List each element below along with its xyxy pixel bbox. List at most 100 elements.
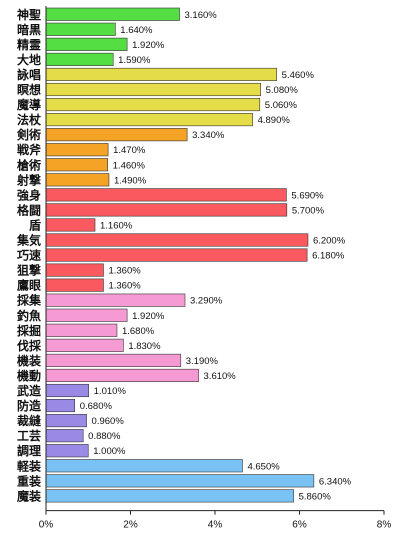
value-label: 3.190% — [186, 356, 219, 367]
bar — [45, 414, 87, 428]
bar — [45, 173, 110, 187]
value-label: 0.880% — [88, 431, 121, 442]
category-label: 狙撃 — [17, 263, 41, 278]
value-label: 3.610% — [204, 371, 237, 382]
bar — [45, 368, 199, 383]
bar — [45, 353, 182, 367]
category-label: 鷹眼 — [17, 278, 41, 293]
category-label: 瞑想 — [17, 82, 41, 97]
x-axis: 0% 2% 4% 6% 8% — [39, 6, 392, 531]
value-label: 6.200% — [313, 236, 346, 247]
category-label: 精霊 — [17, 37, 41, 52]
bar — [45, 308, 128, 322]
bar — [45, 398, 76, 413]
category-label: 槍術 — [17, 157, 41, 172]
x-tick-label: 4% — [208, 520, 223, 531]
bar — [45, 278, 104, 292]
value-label: 0.960% — [92, 416, 125, 427]
value-label: 1.360% — [108, 281, 141, 292]
category-label: 射撃 — [16, 172, 41, 187]
bar — [45, 218, 96, 232]
x-tick-label: 0% — [39, 520, 54, 531]
bar — [45, 98, 261, 112]
bar — [45, 338, 124, 352]
value-label: 1.490% — [114, 175, 147, 186]
bar — [45, 82, 261, 97]
category-label: 戦斧 — [17, 142, 42, 157]
category-label: 大地 — [17, 52, 41, 67]
bar — [45, 248, 308, 262]
category-label: 裁縫 — [17, 413, 42, 428]
value-label: 1.920% — [132, 40, 165, 51]
bar — [45, 188, 287, 202]
value-label: 5.080% — [266, 85, 299, 96]
bar — [45, 489, 294, 503]
bars-layer: 神聖 3.160% 暗黒 1.640% 精霊 1.920% 大地 1.590% 詠唱 5.460%… — [16, 7, 352, 504]
value-label: 6.180% — [312, 251, 345, 262]
x-tick-label: 2% — [123, 520, 138, 531]
value-label: 4.650% — [247, 461, 280, 472]
category-label: 採掘 — [17, 323, 41, 338]
category-label: 神聖 — [17, 7, 41, 22]
bar — [45, 323, 118, 337]
value-label: 3.290% — [190, 296, 223, 307]
value-label: 1.920% — [132, 311, 165, 322]
value-label: 1.830% — [128, 341, 161, 352]
category-label: 集気 — [16, 233, 41, 248]
value-label: 1.590% — [118, 55, 151, 66]
category-label: 採集 — [17, 293, 42, 308]
bar — [45, 67, 277, 81]
category-label: 法杖 — [17, 112, 42, 127]
bar — [45, 52, 114, 66]
bar — [45, 22, 116, 36]
bar — [45, 444, 89, 458]
value-label: 0.680% — [80, 401, 113, 412]
category-label: 釣魚 — [17, 308, 41, 323]
value-label: 1.360% — [108, 266, 141, 277]
x-tick-label: 6% — [292, 520, 307, 531]
category-label: 工芸 — [17, 428, 41, 443]
category-label: 暗黒 — [17, 22, 41, 37]
category-label: 強身 — [17, 187, 41, 202]
bar — [45, 203, 288, 217]
category-label: 魔導 — [17, 97, 41, 112]
category-label: 軽装 — [17, 458, 41, 473]
bar — [45, 143, 109, 157]
category-label: 機動 — [17, 368, 41, 383]
value-label: 5.700% — [292, 205, 325, 216]
value-label: 4.890% — [258, 115, 291, 126]
bar — [45, 263, 104, 277]
category-label: 巧速 — [17, 248, 41, 263]
bar — [45, 233, 309, 247]
category-label: 重装 — [17, 473, 41, 488]
category-label: 剣術 — [16, 127, 41, 142]
bar — [45, 158, 108, 172]
x-tick-label: 8% — [377, 520, 392, 531]
category-label: 伐採 — [17, 338, 42, 353]
value-label: 1.640% — [120, 25, 153, 36]
bar — [45, 474, 315, 488]
value-label: 1.160% — [100, 220, 133, 231]
value-label: 5.860% — [299, 491, 332, 502]
value-label: 6.340% — [319, 476, 352, 487]
category-label: 魔装 — [17, 488, 41, 503]
bar — [45, 459, 243, 473]
value-label: 1.010% — [94, 386, 127, 397]
value-label: 3.160% — [185, 10, 218, 21]
bar — [45, 293, 186, 307]
category-label: 調理 — [17, 443, 41, 458]
bar — [45, 383, 89, 398]
value-label: 1.000% — [93, 446, 126, 457]
category-label: 盾 — [29, 217, 41, 232]
value-label: 5.460% — [282, 70, 315, 81]
category-label: 武造 — [17, 383, 42, 398]
value-label: 1.680% — [122, 326, 155, 337]
bar — [45, 113, 253, 127]
value-label: 5.690% — [291, 190, 324, 201]
bar — [45, 429, 84, 443]
category-label: 防造 — [17, 398, 42, 413]
category-label: 詠唱 — [17, 67, 41, 82]
category-label: 機装 — [17, 353, 41, 368]
bar — [45, 128, 188, 142]
